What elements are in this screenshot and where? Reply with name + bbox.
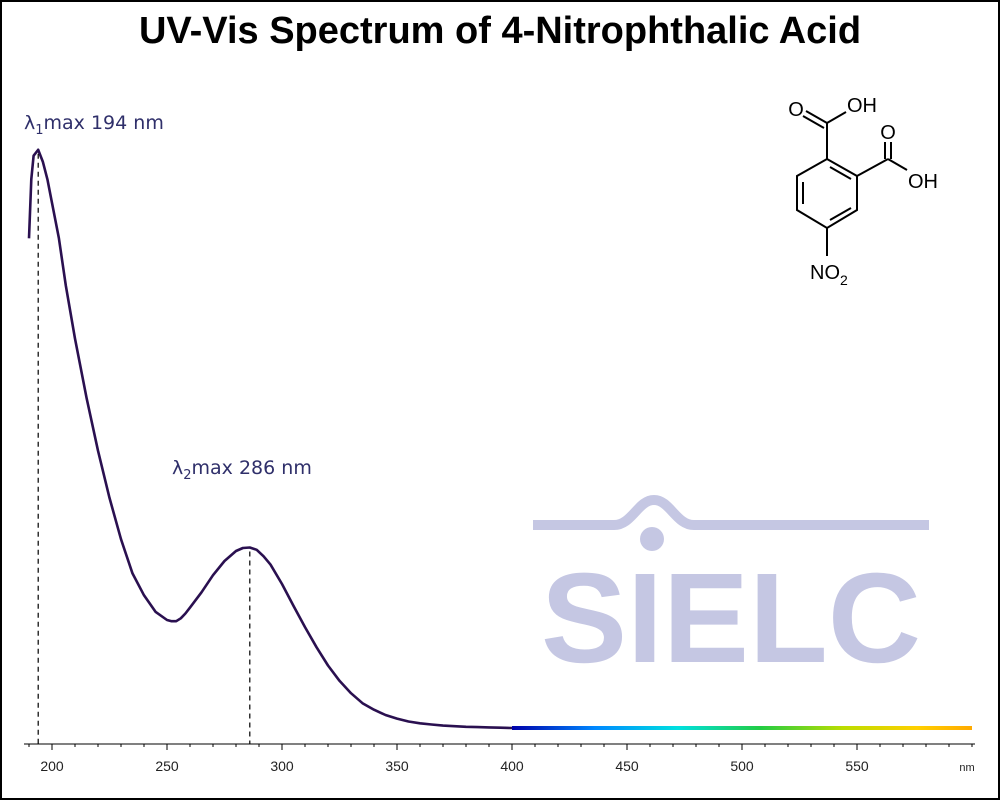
x-tick-label-550: 550 (845, 758, 869, 774)
x-axis: 200 250 300 350 400 450 500 550 nm (24, 743, 975, 774)
absorbance-curve (27, 148, 513, 730)
logo-text: SIELC (541, 547, 921, 690)
ring-double-bond-2 (829, 166, 852, 180)
atom-oh-top: OH (847, 95, 877, 117)
nitro-main: NO (810, 262, 840, 284)
annotations: λ1max 194 nm λ2max 286 nm (24, 112, 312, 744)
peak-label-2: λ2max 286 nm (172, 457, 312, 483)
atom-o-top: O (788, 99, 804, 121)
benzene-ring (796, 157, 858, 230)
x-tick-label-200: 200 (40, 758, 64, 774)
nitro-group-label: NO2 (810, 262, 848, 288)
atom-oh-right: OH (908, 171, 938, 193)
x-unit-label: nm (959, 762, 974, 774)
molecule-labels: O OH O OH NO2 (788, 95, 938, 288)
nitro-subscript: 2 (840, 272, 848, 288)
x-tick-label-350: 350 (385, 758, 409, 774)
x-tick-label-500: 500 (730, 758, 754, 774)
bond-oh-top (826, 111, 847, 124)
logo-arc-line (533, 494, 929, 530)
spectrum-gradient-bar (512, 726, 972, 730)
bond-c2-carboxyl (856, 158, 889, 177)
x-tick-label-450: 450 (615, 758, 639, 774)
bond-carbonyl-top-b (802, 115, 825, 129)
visible-spectrum-baseline (512, 726, 972, 730)
chart-title: UV-Vis Spectrum of 4-Nitrophthalic Acid (138, 10, 862, 52)
peak-label-1: λ1max 194 nm (24, 112, 164, 138)
x-tick-label-300: 300 (270, 758, 294, 774)
x-tick-label-250: 250 (155, 758, 179, 774)
series-group (27, 148, 513, 730)
sielc-watermark-logo: SIELC (533, 494, 929, 690)
x-tick-label-400: 400 (500, 758, 524, 774)
bond-oh-right (887, 158, 908, 171)
atom-o-right: O (880, 122, 896, 144)
logo-i-dot (640, 527, 664, 551)
bond-carbonyl-top-a (805, 110, 828, 124)
ring-double-bond-3 (829, 207, 852, 221)
molecule-structure (796, 110, 908, 256)
